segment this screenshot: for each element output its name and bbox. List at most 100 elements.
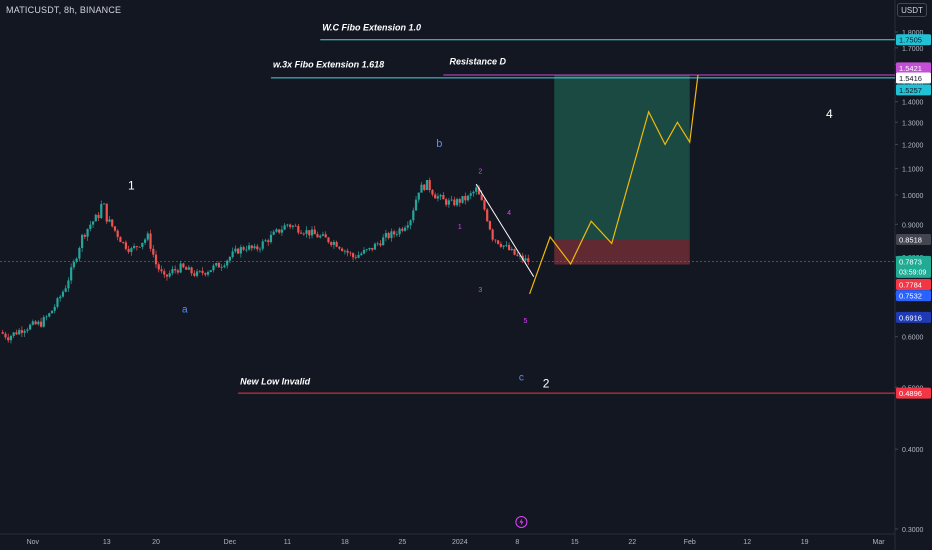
candle-body <box>401 228 404 231</box>
candle-body <box>78 247 81 259</box>
candle-body <box>261 241 264 249</box>
candle-body <box>368 247 371 250</box>
y-tick-label: 1.5000 <box>902 81 924 88</box>
candle-body <box>182 263 185 268</box>
candle-body <box>171 269 174 274</box>
wave-label: a <box>182 304 188 315</box>
candle-body <box>48 313 51 317</box>
x-tick-label: Nov <box>27 539 40 546</box>
candle-body <box>513 248 516 255</box>
x-tick-label: Feb <box>684 539 696 546</box>
currency-button[interactable]: USDT <box>897 3 927 17</box>
candle-body <box>157 264 160 270</box>
candle-body <box>190 267 193 274</box>
candle-body <box>497 240 500 244</box>
x-tick-label: 15 <box>571 539 579 546</box>
candle-body <box>280 229 284 233</box>
candle-body <box>152 248 155 255</box>
candle-body <box>382 237 385 246</box>
candle-body <box>436 196 440 199</box>
candle-body <box>86 228 89 237</box>
y-tick-label: 1.0000 <box>902 193 924 200</box>
candle-body <box>387 233 390 239</box>
candle-body <box>294 225 297 227</box>
candle-body <box>89 224 92 229</box>
y-tick-label: 0.3000 <box>902 527 924 534</box>
candle-body <box>12 332 15 336</box>
candle-body <box>53 306 56 311</box>
candle-body <box>461 195 464 203</box>
candle-body <box>483 200 486 210</box>
y-tick-label: 1.6000 <box>902 63 924 70</box>
candle-body <box>269 234 273 243</box>
candle-body <box>1 332 4 334</box>
candle-body <box>146 233 149 240</box>
line-label: W.C Fibo Extension 1.0 <box>322 22 421 32</box>
stop-zone <box>554 239 690 265</box>
candle-body <box>59 296 62 299</box>
price-label: 0.7532 <box>899 292 922 301</box>
price-label-bg <box>896 72 931 84</box>
y-tick-label: 0.9000 <box>902 222 924 229</box>
candle-body <box>231 251 234 257</box>
price-label: 0.6916 <box>899 313 922 322</box>
candle-body <box>354 257 357 259</box>
line-label: Resistance D <box>450 57 507 67</box>
line-label: w.3x Fibo Extension 1.618 <box>273 59 384 69</box>
candle-body <box>499 243 502 247</box>
candle-body <box>105 203 108 222</box>
candle-body <box>67 280 70 289</box>
candle-body <box>97 214 100 219</box>
candle-body <box>20 330 23 333</box>
candle-body <box>283 225 286 230</box>
candle-body <box>72 261 75 268</box>
candle-body <box>91 221 95 225</box>
candle-body <box>450 199 453 201</box>
candle-body <box>253 246 256 249</box>
wave-label: 2 <box>543 376 550 390</box>
candle-body <box>346 250 349 253</box>
price-label: 1.5257 <box>899 86 922 95</box>
candle-body <box>502 245 505 247</box>
candle-body <box>398 228 401 235</box>
candle-body <box>223 265 226 268</box>
symbol-label: MATICUSDT, 8h, BINANCE <box>6 5 122 15</box>
candle-body <box>187 267 190 270</box>
line-label: New Low Invalid <box>240 377 311 387</box>
candle-body <box>258 248 262 250</box>
candle-body <box>127 248 130 252</box>
candle-body <box>445 199 448 205</box>
x-tick-label: Dec <box>224 539 237 546</box>
candle-body <box>425 180 429 190</box>
candle-body <box>472 191 475 194</box>
candle-body <box>29 324 32 330</box>
candle-body <box>477 187 481 195</box>
candle-body <box>198 270 201 272</box>
candle-body <box>371 247 374 250</box>
candle-body <box>395 234 398 236</box>
candle-body <box>341 248 344 252</box>
candle-body <box>524 258 527 261</box>
wave-label: 4 <box>507 210 511 217</box>
candle-body <box>31 321 34 325</box>
candle-body <box>165 274 169 277</box>
candle-body <box>212 265 215 271</box>
candle-body <box>464 195 467 201</box>
candle-body <box>149 233 152 249</box>
x-tick-label: 11 <box>284 539 291 546</box>
candle-body <box>417 192 420 200</box>
candle-body <box>327 237 330 243</box>
candle-body <box>124 242 128 249</box>
candle-body <box>412 210 415 221</box>
candle-body <box>491 229 494 240</box>
candle-body <box>420 184 423 193</box>
candle-body <box>133 246 136 249</box>
candle-body <box>447 200 450 205</box>
x-tick-label: 22 <box>628 539 636 546</box>
wave-label: 1 <box>458 224 462 231</box>
candle-body <box>247 245 251 250</box>
candle-body <box>442 195 445 200</box>
candle-body <box>141 242 144 247</box>
